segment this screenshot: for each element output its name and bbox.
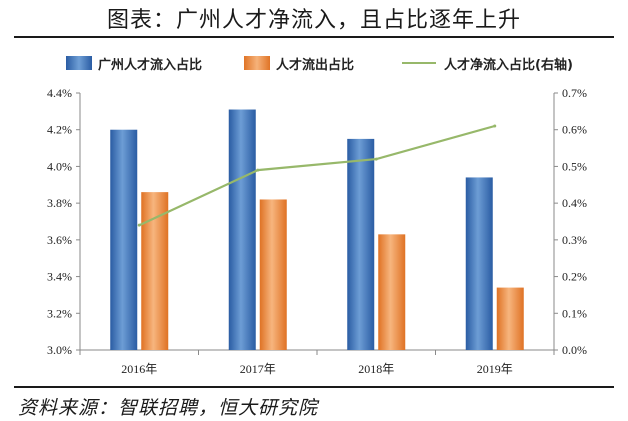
inflow-bar <box>228 109 256 351</box>
net-inflow-point <box>137 223 141 227</box>
y-left-tick-label: 3.8% <box>47 196 72 210</box>
legend: 广州人才流入占比 人才流出占比 人才净流入占比(右轴) <box>0 52 628 74</box>
y-right-tick-label: 0.1% <box>562 306 587 320</box>
y-left-tick-label: 4.4% <box>47 86 72 100</box>
inflow-bar <box>347 138 375 350</box>
y-left-tick-label: 3.2% <box>47 306 72 320</box>
y-left-tick-label: 4.2% <box>47 123 72 137</box>
x-tick-label: 2018年 <box>358 362 394 376</box>
net-inflow-line-group <box>137 124 497 227</box>
y-right-tick-label: 0.6% <box>562 123 587 137</box>
x-tick-label: 2019年 <box>477 362 513 376</box>
y-left-tick-label: 4.0% <box>47 159 72 173</box>
net-inflow-point <box>256 168 260 172</box>
inflow-bar <box>110 129 138 350</box>
legend-label-outflow: 人才流出占比 <box>276 57 355 73</box>
net-inflow-point <box>493 124 497 128</box>
y-right-tick-label: 0.3% <box>562 233 587 247</box>
source-rule <box>14 386 614 388</box>
legend-swatch-net <box>402 62 436 64</box>
y-right-tick-label: 0.2% <box>562 270 587 284</box>
y-right-tick-label: 0.5% <box>562 159 587 173</box>
legend-label-inflow: 广州人才流入占比 <box>98 57 203 73</box>
y-left-tick-label: 3.0% <box>47 343 72 357</box>
y-right-tick-label: 0.0% <box>562 343 587 357</box>
net-inflow-point <box>374 157 378 161</box>
title-rule <box>14 36 614 38</box>
outflow-bar <box>259 199 287 350</box>
chart-title: 图表：广州人才净流入，且占比逐年上升 <box>106 8 521 33</box>
legend-item-inflow: 广州人才流入占比 <box>66 52 202 74</box>
outflow-bar <box>496 287 524 350</box>
outflow-bar <box>141 192 169 350</box>
outflow-bar <box>378 234 406 350</box>
legend-item-net: 人才净流入占比(右轴) <box>402 52 573 74</box>
source-note: 资料来源：智联招聘，恒大研究院 <box>18 397 319 419</box>
legend-swatch-outflow <box>244 56 270 70</box>
net-inflow-line <box>138 124 496 227</box>
x-tick-label: 2016年 <box>121 362 157 376</box>
y-left-tick-label: 3.6% <box>47 233 72 247</box>
x-tick-label: 2017年 <box>240 362 276 376</box>
bars <box>110 109 524 351</box>
legend-swatch-inflow <box>66 56 92 70</box>
y-right-tick-label: 0.7% <box>562 86 587 100</box>
y-left-tick-label: 3.4% <box>47 270 72 284</box>
legend-item-outflow: 人才流出占比 <box>244 52 354 74</box>
inflow-bar <box>465 177 493 350</box>
tick-labels: 3.0% 3.2% 3.4% 3.6% 3.8% 4.0% 4.2% 4.4% 0.0% 0.1%… <box>47 86 587 376</box>
legend-label-net: 人才净流入占比(右轴) <box>444 57 573 73</box>
y-right-tick-label: 0.4% <box>562 196 587 210</box>
